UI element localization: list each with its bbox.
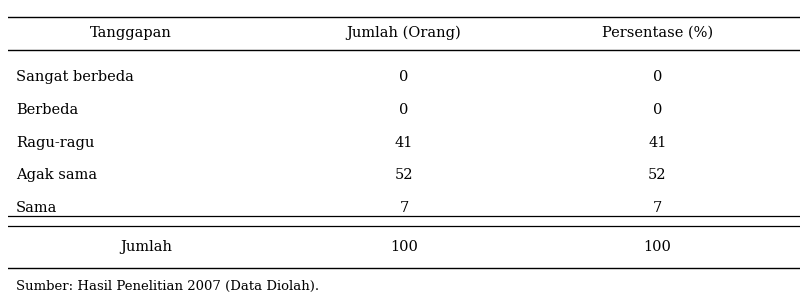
Text: Sangat berbeda: Sangat berbeda (16, 69, 134, 84)
Text: 52: 52 (395, 169, 413, 182)
Text: Jumlah: Jumlah (120, 241, 173, 255)
Text: Persentase (%): Persentase (%) (602, 26, 713, 40)
Text: 100: 100 (390, 241, 418, 255)
Text: 0: 0 (653, 69, 662, 84)
Text: 7: 7 (653, 201, 662, 215)
Text: 41: 41 (648, 136, 667, 150)
Text: 0: 0 (399, 69, 409, 84)
Text: Jumlah (Orang): Jumlah (Orang) (347, 26, 461, 40)
Text: 52: 52 (648, 169, 667, 182)
Text: Ragu-ragu: Ragu-ragu (16, 136, 95, 150)
Text: 41: 41 (395, 136, 413, 150)
Text: Sama: Sama (16, 201, 57, 215)
Text: Agak sama: Agak sama (16, 169, 97, 182)
Text: 0: 0 (399, 103, 409, 117)
Text: 7: 7 (399, 201, 409, 215)
Text: Sumber: Hasil Penelitian 2007 (Data Diolah).: Sumber: Hasil Penelitian 2007 (Data Diol… (16, 280, 319, 293)
Text: Tanggapan: Tanggapan (90, 26, 172, 40)
Text: Berbeda: Berbeda (16, 103, 78, 117)
Text: 0: 0 (653, 103, 662, 117)
Text: 100: 100 (643, 241, 671, 255)
